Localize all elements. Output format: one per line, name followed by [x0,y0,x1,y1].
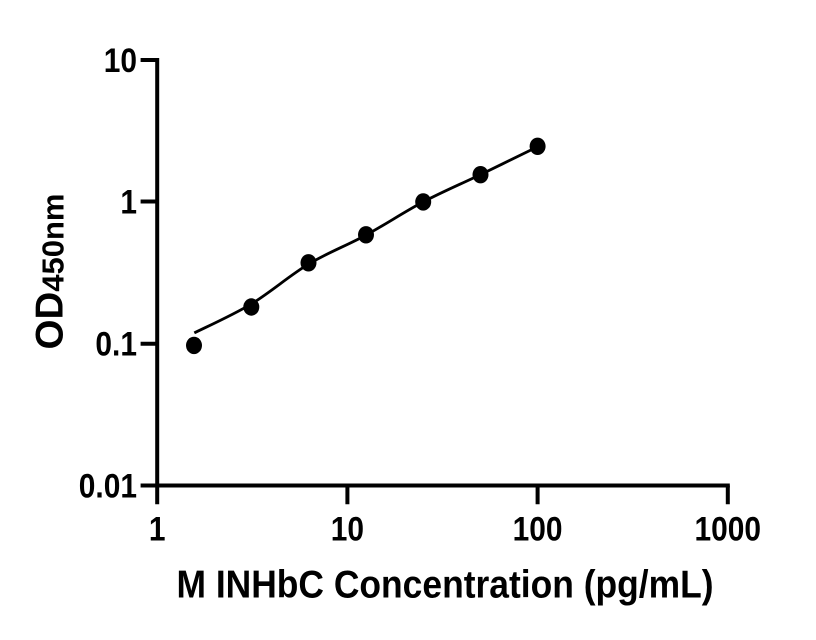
svg-text:OD450nm: OD450nm [29,194,72,350]
svg-text:1: 1 [120,183,137,221]
svg-text:0.1: 0.1 [95,325,137,363]
svg-text:1: 1 [149,510,166,548]
svg-text:10: 10 [331,510,364,548]
svg-text:0.01: 0.01 [79,467,137,505]
svg-text:100: 100 [513,510,563,548]
svg-text:M INHbC Concentration (pg/mL): M INHbC Concentration (pg/mL) [176,563,713,606]
svg-text:1000: 1000 [695,510,762,548]
svg-text:10: 10 [104,41,137,79]
